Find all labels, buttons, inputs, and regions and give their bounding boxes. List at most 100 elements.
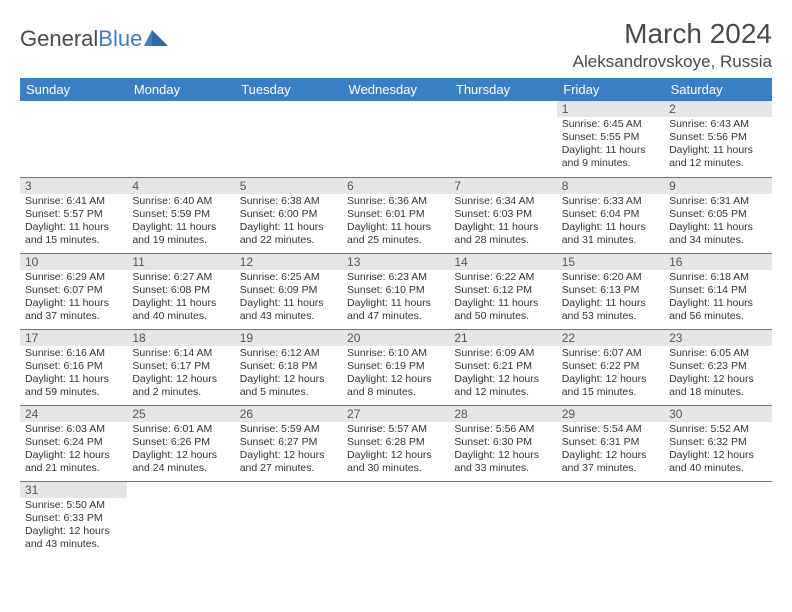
- day-number: [342, 101, 449, 103]
- calendar-day-cell: 14Sunrise: 6:22 AMSunset: 6:12 PMDayligh…: [449, 253, 556, 329]
- sunset-text: Sunset: 6:12 PM: [454, 284, 551, 297]
- sunrise-text: Sunrise: 5:52 AM: [669, 423, 766, 436]
- sunrise-text: Sunrise: 6:29 AM: [25, 271, 122, 284]
- day-details: Sunrise: 6:25 AMSunset: 6:09 PMDaylight:…: [235, 270, 342, 327]
- sunrise-text: Sunrise: 6:41 AM: [25, 195, 122, 208]
- daylight-text: Daylight: 12 hours and 12 minutes.: [454, 373, 551, 399]
- sunrise-text: Sunrise: 5:50 AM: [25, 499, 122, 512]
- sunrise-text: Sunrise: 6:34 AM: [454, 195, 551, 208]
- day-number: [235, 101, 342, 103]
- sunrise-text: Sunrise: 5:54 AM: [562, 423, 659, 436]
- calendar-day-cell: 1Sunrise: 6:45 AMSunset: 5:55 PMDaylight…: [557, 101, 664, 177]
- day-details: Sunrise: 6:45 AMSunset: 5:55 PMDaylight:…: [557, 117, 664, 174]
- calendar-week-row: 24Sunrise: 6:03 AMSunset: 6:24 PMDayligh…: [20, 405, 772, 481]
- sunset-text: Sunset: 6:09 PM: [240, 284, 337, 297]
- day-number: 22: [557, 330, 664, 346]
- day-number: 12: [235, 254, 342, 270]
- sunset-text: Sunset: 6:05 PM: [669, 208, 766, 221]
- calendar-day-cell: 11Sunrise: 6:27 AMSunset: 6:08 PMDayligh…: [127, 253, 234, 329]
- sunrise-text: Sunrise: 6:23 AM: [347, 271, 444, 284]
- day-number: 17: [20, 330, 127, 346]
- calendar-day-cell: 20Sunrise: 6:10 AMSunset: 6:19 PMDayligh…: [342, 329, 449, 405]
- logo-mark-icon: [144, 26, 170, 46]
- daylight-text: Daylight: 11 hours and 31 minutes.: [562, 221, 659, 247]
- sunset-text: Sunset: 6:16 PM: [25, 360, 122, 373]
- day-details: Sunrise: 6:03 AMSunset: 6:24 PMDaylight:…: [20, 422, 127, 479]
- day-number: 10: [20, 254, 127, 270]
- day-number: [127, 482, 234, 484]
- calendar-day-cell: 7Sunrise: 6:34 AMSunset: 6:03 PMDaylight…: [449, 177, 556, 253]
- calendar-day-cell: 29Sunrise: 5:54 AMSunset: 6:31 PMDayligh…: [557, 405, 664, 481]
- day-number: [449, 101, 556, 103]
- day-number: 28: [449, 406, 556, 422]
- sunrise-text: Sunrise: 6:09 AM: [454, 347, 551, 360]
- day-number: [235, 482, 342, 484]
- sunset-text: Sunset: 6:18 PM: [240, 360, 337, 373]
- daylight-text: Daylight: 12 hours and 33 minutes.: [454, 449, 551, 475]
- calendar-day-cell: 4Sunrise: 6:40 AMSunset: 5:59 PMDaylight…: [127, 177, 234, 253]
- location: Aleksandrovskoye, Russia: [573, 52, 772, 72]
- calendar-day-cell: [557, 481, 664, 557]
- calendar-day-cell: [127, 101, 234, 177]
- calendar-week-row: 3Sunrise: 6:41 AMSunset: 5:57 PMDaylight…: [20, 177, 772, 253]
- daylight-text: Daylight: 12 hours and 37 minutes.: [562, 449, 659, 475]
- daylight-text: Daylight: 12 hours and 24 minutes.: [132, 449, 229, 475]
- day-details: Sunrise: 5:52 AMSunset: 6:32 PMDaylight:…: [664, 422, 771, 479]
- day-details: Sunrise: 6:34 AMSunset: 6:03 PMDaylight:…: [449, 194, 556, 251]
- weekday-header: Wednesday: [342, 78, 449, 101]
- daylight-text: Daylight: 11 hours and 28 minutes.: [454, 221, 551, 247]
- sunset-text: Sunset: 6:27 PM: [240, 436, 337, 449]
- calendar-body: 1Sunrise: 6:45 AMSunset: 5:55 PMDaylight…: [20, 101, 772, 557]
- daylight-text: Daylight: 11 hours and 59 minutes.: [25, 373, 122, 399]
- sunrise-text: Sunrise: 6:25 AM: [240, 271, 337, 284]
- calendar-week-row: 31Sunrise: 5:50 AMSunset: 6:33 PMDayligh…: [20, 481, 772, 557]
- calendar-day-cell: 8Sunrise: 6:33 AMSunset: 6:04 PMDaylight…: [557, 177, 664, 253]
- sunset-text: Sunset: 6:30 PM: [454, 436, 551, 449]
- day-number: [20, 101, 127, 103]
- calendar-day-cell: [20, 101, 127, 177]
- day-details: Sunrise: 5:54 AMSunset: 6:31 PMDaylight:…: [557, 422, 664, 479]
- sunset-text: Sunset: 6:00 PM: [240, 208, 337, 221]
- calendar-day-cell: 3Sunrise: 6:41 AMSunset: 5:57 PMDaylight…: [20, 177, 127, 253]
- weekday-header: Thursday: [449, 78, 556, 101]
- calendar-week-row: 17Sunrise: 6:16 AMSunset: 6:16 PMDayligh…: [20, 329, 772, 405]
- sunrise-text: Sunrise: 6:01 AM: [132, 423, 229, 436]
- calendar-day-cell: 18Sunrise: 6:14 AMSunset: 6:17 PMDayligh…: [127, 329, 234, 405]
- calendar-day-cell: 16Sunrise: 6:18 AMSunset: 6:14 PMDayligh…: [664, 253, 771, 329]
- sunrise-text: Sunrise: 6:22 AM: [454, 271, 551, 284]
- calendar-day-cell: 28Sunrise: 5:56 AMSunset: 6:30 PMDayligh…: [449, 405, 556, 481]
- day-number: 31: [20, 482, 127, 498]
- calendar-day-cell: 2Sunrise: 6:43 AMSunset: 5:56 PMDaylight…: [664, 101, 771, 177]
- day-number: 20: [342, 330, 449, 346]
- sunrise-text: Sunrise: 5:57 AM: [347, 423, 444, 436]
- daylight-text: Daylight: 11 hours and 56 minutes.: [669, 297, 766, 323]
- day-details: Sunrise: 6:10 AMSunset: 6:19 PMDaylight:…: [342, 346, 449, 403]
- sunrise-text: Sunrise: 5:59 AM: [240, 423, 337, 436]
- day-details: Sunrise: 6:20 AMSunset: 6:13 PMDaylight:…: [557, 270, 664, 327]
- sunrise-text: Sunrise: 6:05 AM: [669, 347, 766, 360]
- day-details: Sunrise: 6:43 AMSunset: 5:56 PMDaylight:…: [664, 117, 771, 174]
- day-number: 3: [20, 178, 127, 194]
- calendar-day-cell: [342, 481, 449, 557]
- daylight-text: Daylight: 11 hours and 50 minutes.: [454, 297, 551, 323]
- calendar-day-cell: 22Sunrise: 6:07 AMSunset: 6:22 PMDayligh…: [557, 329, 664, 405]
- day-number: 23: [664, 330, 771, 346]
- calendar-day-cell: 5Sunrise: 6:38 AMSunset: 6:00 PMDaylight…: [235, 177, 342, 253]
- daylight-text: Daylight: 11 hours and 15 minutes.: [25, 221, 122, 247]
- sunset-text: Sunset: 6:01 PM: [347, 208, 444, 221]
- daylight-text: Daylight: 12 hours and 30 minutes.: [347, 449, 444, 475]
- sunrise-text: Sunrise: 6:07 AM: [562, 347, 659, 360]
- daylight-text: Daylight: 12 hours and 40 minutes.: [669, 449, 766, 475]
- calendar-day-cell: 27Sunrise: 5:57 AMSunset: 6:28 PMDayligh…: [342, 405, 449, 481]
- calendar-day-cell: 26Sunrise: 5:59 AMSunset: 6:27 PMDayligh…: [235, 405, 342, 481]
- sunrise-text: Sunrise: 6:27 AM: [132, 271, 229, 284]
- calendar-day-cell: 30Sunrise: 5:52 AMSunset: 6:32 PMDayligh…: [664, 405, 771, 481]
- weekday-header: Saturday: [664, 78, 771, 101]
- day-details: Sunrise: 6:29 AMSunset: 6:07 PMDaylight:…: [20, 270, 127, 327]
- day-details: Sunrise: 6:22 AMSunset: 6:12 PMDaylight:…: [449, 270, 556, 327]
- daylight-text: Daylight: 11 hours and 25 minutes.: [347, 221, 444, 247]
- sunset-text: Sunset: 6:33 PM: [25, 512, 122, 525]
- day-number: 29: [557, 406, 664, 422]
- day-details: Sunrise: 6:40 AMSunset: 5:59 PMDaylight:…: [127, 194, 234, 251]
- sunset-text: Sunset: 6:03 PM: [454, 208, 551, 221]
